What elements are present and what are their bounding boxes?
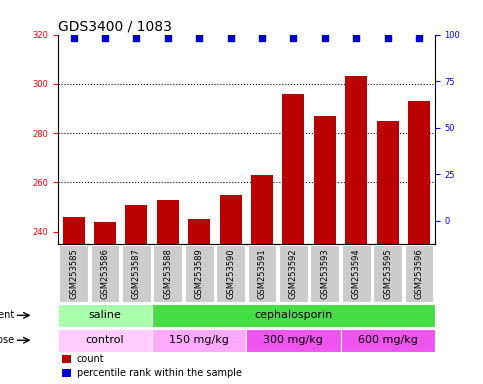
Text: GSM253590: GSM253590 (226, 248, 235, 299)
Bar (283, 94, 304, 244)
Point (353, 35, 360, 41)
FancyBboxPatch shape (405, 245, 433, 302)
Bar (408, 101, 430, 244)
FancyBboxPatch shape (341, 329, 435, 352)
Bar (251, 175, 273, 244)
Bar (220, 195, 242, 244)
FancyBboxPatch shape (154, 245, 182, 302)
Point (321, 35, 328, 41)
FancyBboxPatch shape (152, 304, 435, 327)
Text: 300 mg/kg: 300 mg/kg (264, 335, 323, 345)
FancyBboxPatch shape (58, 329, 152, 352)
Point (290, 35, 298, 41)
FancyBboxPatch shape (246, 329, 341, 352)
Bar (188, 219, 210, 244)
Text: percentile rank within the sample: percentile rank within the sample (77, 368, 242, 378)
Text: GSM253586: GSM253586 (100, 248, 110, 299)
Point (164, 35, 172, 41)
Bar (62, 369, 71, 377)
Text: saline: saline (88, 310, 122, 320)
FancyBboxPatch shape (58, 304, 152, 327)
Bar (377, 121, 398, 244)
Bar (314, 116, 336, 244)
Bar (345, 76, 367, 244)
Text: GSM253594: GSM253594 (352, 248, 361, 299)
Bar (63, 217, 85, 244)
FancyBboxPatch shape (122, 245, 151, 302)
FancyBboxPatch shape (311, 245, 339, 302)
Bar (62, 356, 71, 363)
Point (258, 35, 266, 41)
Point (70, 35, 77, 41)
FancyBboxPatch shape (91, 245, 119, 302)
Point (384, 35, 391, 41)
Bar (157, 200, 179, 244)
Text: GSM253592: GSM253592 (289, 248, 298, 299)
Text: GSM253591: GSM253591 (257, 248, 267, 299)
Text: GSM253595: GSM253595 (383, 248, 392, 299)
Point (415, 35, 423, 41)
Point (101, 35, 109, 41)
FancyBboxPatch shape (279, 245, 308, 302)
Text: GSM253585: GSM253585 (69, 248, 78, 299)
FancyBboxPatch shape (248, 245, 276, 302)
Point (132, 35, 141, 41)
Point (195, 35, 203, 41)
Text: GSM253588: GSM253588 (163, 248, 172, 299)
FancyBboxPatch shape (342, 245, 370, 302)
Text: count: count (77, 354, 104, 364)
Text: agent: agent (0, 310, 14, 320)
Text: GDS3400 / 1083: GDS3400 / 1083 (58, 20, 172, 33)
Bar (94, 222, 116, 244)
FancyBboxPatch shape (373, 245, 402, 302)
Text: 600 mg/kg: 600 mg/kg (358, 335, 417, 345)
FancyBboxPatch shape (185, 245, 213, 302)
Point (227, 35, 235, 41)
Text: dose: dose (0, 335, 14, 345)
Text: 150 mg/kg: 150 mg/kg (170, 335, 229, 345)
Text: GSM253596: GSM253596 (414, 248, 424, 299)
Text: GSM253587: GSM253587 (132, 248, 141, 299)
Text: GSM253593: GSM253593 (320, 248, 329, 299)
Text: control: control (86, 335, 124, 345)
Text: GSM253589: GSM253589 (195, 248, 204, 299)
FancyBboxPatch shape (59, 245, 88, 302)
FancyBboxPatch shape (216, 245, 245, 302)
Text: cephalosporin: cephalosporin (254, 310, 333, 320)
Bar (126, 205, 147, 244)
FancyBboxPatch shape (152, 329, 246, 352)
